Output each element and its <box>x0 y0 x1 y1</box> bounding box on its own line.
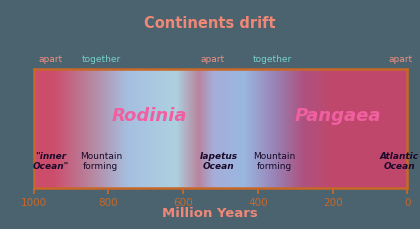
Text: apart: apart <box>388 55 413 64</box>
Text: Million Years: Million Years <box>162 207 258 220</box>
Text: Continents drift: Continents drift <box>144 16 276 31</box>
Text: Pangaea: Pangaea <box>295 107 381 125</box>
Text: together: together <box>81 55 121 64</box>
Text: Iapetus
Ocean: Iapetus Ocean <box>200 152 238 171</box>
Text: Mountain
forming: Mountain forming <box>254 152 296 171</box>
Text: together: together <box>253 55 292 64</box>
Text: apart: apart <box>38 55 63 64</box>
Text: apart: apart <box>201 55 225 64</box>
Text: "inner
Ocean": "inner Ocean" <box>32 152 68 171</box>
Text: Mountain
forming: Mountain forming <box>80 152 122 171</box>
Text: Rodinia: Rodinia <box>112 107 187 125</box>
Text: Atlantic
Ocean: Atlantic Ocean <box>380 152 419 171</box>
